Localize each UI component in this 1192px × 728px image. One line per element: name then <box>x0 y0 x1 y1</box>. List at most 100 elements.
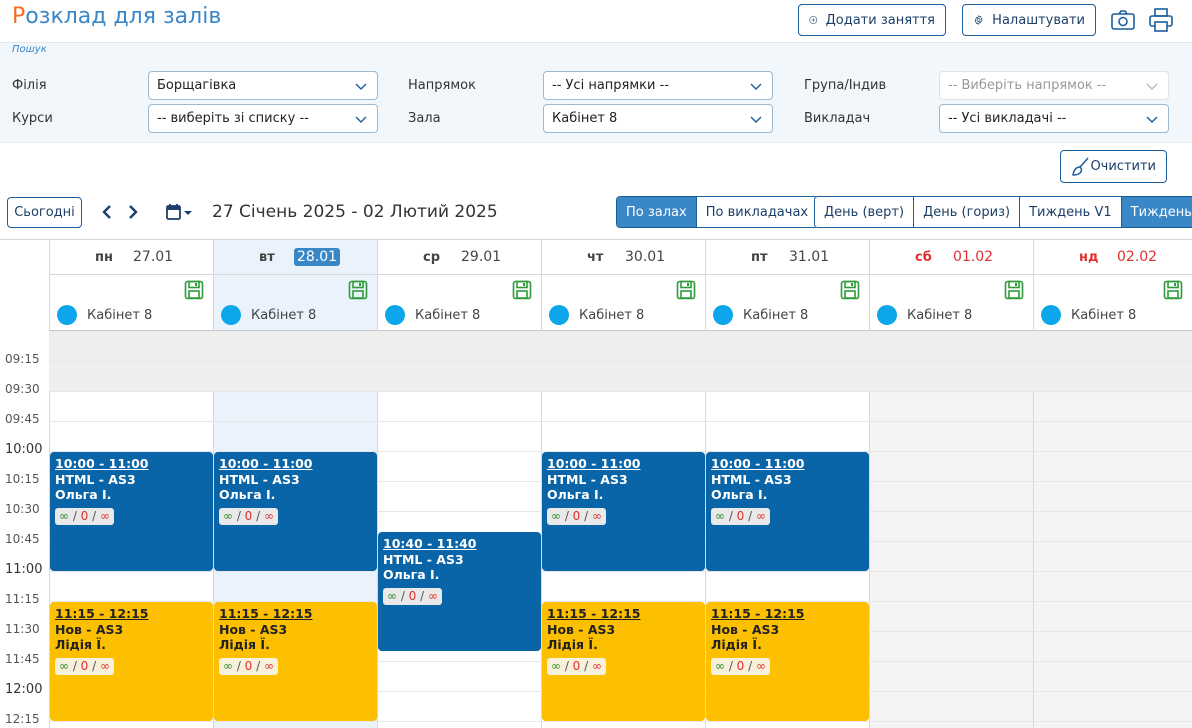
counter-enrolled: 0 <box>572 658 581 673</box>
courses-value: -- виберіть зі списку -- <box>157 111 309 126</box>
day-date[interactable]: 30.01 <box>625 249 666 265</box>
chevron-down-icon <box>1146 116 1158 123</box>
event-time[interactable]: 11:15 - 12:15 <box>711 606 805 621</box>
clear-label: Очистити <box>1090 159 1156 174</box>
direction-label: Напрямок <box>408 78 476 93</box>
lesson-event[interactable]: 11:15 - 12:15 Нов - AS3 Лідія Ї. ∞ / 0 / ∞ <box>214 602 377 721</box>
day-header: пт 31.01 <box>705 240 869 275</box>
event-time[interactable]: 10:40 - 11:40 <box>383 536 477 551</box>
day-name: чт <box>587 250 604 265</box>
hall-select[interactable]: Кабінет 8 <box>543 104 773 133</box>
save-icon[interactable] <box>512 280 532 300</box>
counter-enrolled: 0 <box>572 508 581 523</box>
save-icon[interactable] <box>1004 280 1024 300</box>
time-gridline <box>49 571 1192 572</box>
plus-circle-icon <box>809 16 818 24</box>
settings-button[interactable]: Налаштувати <box>962 4 1096 36</box>
lesson-event[interactable]: 11:15 - 12:15 Нов - AS3 Лідія Ї. ∞ / 0 / ∞ <box>706 602 869 721</box>
attendance-counter: ∞ / 0 / ∞ <box>711 657 770 675</box>
chevron-down-icon <box>750 83 762 90</box>
event-time[interactable]: 10:00 - 11:00 <box>547 456 641 471</box>
save-icon[interactable] <box>1163 280 1183 300</box>
room-name: Кабінет 8 <box>87 308 153 323</box>
day-date[interactable]: 31.01 <box>789 249 830 265</box>
calendar: 09:15 09:30 09:45 10:00 10:15 10:30 10:45 11:00… <box>0 239 1192 728</box>
save-icon[interactable] <box>676 280 696 300</box>
date-range: 27 Січень 2025 - 02 Лютий 2025 <box>212 202 498 222</box>
lesson-event[interactable]: 10:00 - 11:00 HTML - AS3 Ольга І. ∞ / 0 / ∞ <box>706 452 869 571</box>
add-lesson-button[interactable]: Додати заняття <box>798 4 946 36</box>
event-teacher: Ольга І. <box>711 487 768 502</box>
event-time[interactable]: 10:00 - 11:00 <box>55 456 149 471</box>
teacher-select[interactable]: -- Усі викладачі -- <box>939 104 1169 133</box>
view-week-v1[interactable]: Тиждень V1 <box>1019 197 1121 227</box>
view-week-v2[interactable]: Тиждень V2 <box>1120 197 1192 227</box>
lesson-event[interactable]: 10:00 - 11:00 HTML - AS3 Ольга І. ∞ / 0 / ∞ <box>214 452 377 571</box>
room-color-dot <box>385 305 405 325</box>
group-by-halls[interactable]: По залах <box>617 197 696 227</box>
calendar-grid: 09:15 09:30 09:45 10:00 10:15 10:30 10:45 11:00… <box>0 331 1192 728</box>
counter-wrap: ∞ / 0 / ∞ <box>55 503 208 525</box>
clear-button[interactable]: Очистити <box>1060 150 1167 183</box>
day-date[interactable]: 29.01 <box>461 249 502 265</box>
day-column[interactable] <box>705 331 869 728</box>
view-day-vertical[interactable]: День (верт) <box>815 197 914 227</box>
direction-select[interactable]: -- Усі напрямки -- <box>543 71 773 100</box>
day-header: сб 01.02 <box>869 240 1033 275</box>
save-icon[interactable] <box>840 280 860 300</box>
chevron-right-icon[interactable] <box>125 202 141 222</box>
event-time[interactable]: 10:00 - 11:00 <box>711 456 805 471</box>
day-header: ср 29.01 <box>377 240 541 275</box>
view-day-horizontal[interactable]: День (гориз) <box>913 197 1020 227</box>
broom-icon <box>1072 157 1089 176</box>
time-gridline <box>49 451 1192 452</box>
chevron-down-icon <box>355 116 367 123</box>
lesson-event[interactable]: 10:00 - 11:00 HTML - AS3 Ольга І. ∞ / 0 / ∞ <box>50 452 213 571</box>
attendance-counter: ∞ / 0 / ∞ <box>55 657 114 675</box>
time-label: 09:45 <box>5 412 40 426</box>
counter-free: ∞ <box>427 588 438 603</box>
event-time[interactable]: 11:15 - 12:15 <box>219 606 313 621</box>
chevron-down-icon <box>1146 83 1158 90</box>
room-header: Кабінет 8 <box>541 275 705 331</box>
group-by-teachers[interactable]: По викладачах <box>695 197 818 227</box>
save-icon[interactable] <box>348 280 368 300</box>
print-icon[interactable] <box>1148 7 1174 33</box>
event-teacher: Ольга І. <box>219 487 276 502</box>
event-time[interactable]: 10:00 - 11:00 <box>219 456 313 471</box>
event-time[interactable]: 11:15 - 12:15 <box>547 606 641 621</box>
day-date[interactable]: 27.01 <box>133 249 174 265</box>
lesson-event[interactable]: 11:15 - 12:15 Нов - AS3 Лідія Ї. ∞ / 0 / ∞ <box>542 602 705 721</box>
counter-enrolled: 0 <box>80 658 89 673</box>
room-color-dot <box>549 305 569 325</box>
group-select[interactable]: -- Виберіть напрямок -- <box>939 71 1169 100</box>
event-group: HTML - AS3 <box>383 551 464 567</box>
today-button[interactable]: Сьогодні <box>7 197 82 228</box>
day-column[interactable] <box>541 331 705 728</box>
save-icon[interactable] <box>184 280 204 300</box>
chevron-left-icon[interactable] <box>99 202 115 222</box>
time-label: 12:15 <box>5 712 40 726</box>
lesson-event[interactable]: 11:15 - 12:15 Нов - AS3 Лідія Ї. ∞ / 0 / ∞ <box>50 602 213 721</box>
event-time[interactable]: 11:15 - 12:15 <box>55 606 149 621</box>
event-teacher: Лідія Ї. <box>711 637 762 652</box>
counter-enrolled: 0 <box>408 588 417 603</box>
counter-free: ∞ <box>591 508 602 523</box>
branch-select[interactable]: Борщагівка <box>148 71 378 100</box>
day-name: пт <box>751 250 768 265</box>
lesson-event[interactable]: 10:40 - 11:40 HTML - AS3 Ольга І. ∞ / 0 / ∞ <box>378 532 541 651</box>
counter-wrap: ∞ / 0 / ∞ <box>711 653 864 675</box>
day-date[interactable]: 01.02 <box>953 249 994 265</box>
day-date[interactable]: 28.01 <box>294 248 341 266</box>
event-teacher: Лідія Ї. <box>547 637 598 652</box>
lesson-event[interactable]: 10:00 - 11:00 HTML - AS3 Ольга І. ∞ / 0 / ∞ <box>542 452 705 571</box>
event-group: HTML - AS3 <box>219 471 300 487</box>
camera-icon[interactable] <box>1110 7 1136 33</box>
day-column[interactable] <box>49 331 213 728</box>
day-column[interactable] <box>377 331 541 728</box>
calendar-dropdown-icon[interactable] <box>166 203 196 221</box>
courses-select[interactable]: -- виберіть зі списку -- <box>148 104 378 133</box>
counter-limit: ∞ <box>59 508 69 523</box>
day-name: пн <box>95 250 113 265</box>
day-date[interactable]: 02.02 <box>1117 249 1158 265</box>
